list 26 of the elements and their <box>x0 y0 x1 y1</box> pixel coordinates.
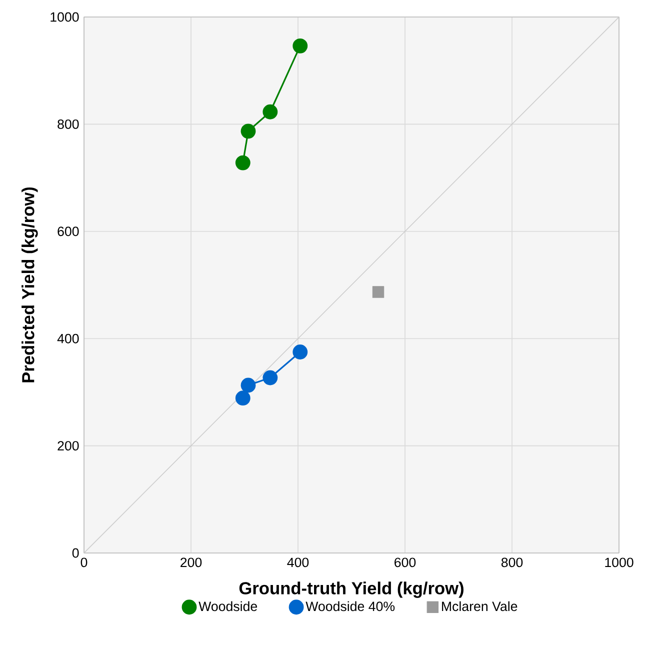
y-tick-label: 400 <box>57 334 79 344</box>
point <box>292 38 308 54</box>
point <box>240 378 256 393</box>
x-tick-label: 0 <box>80 558 88 568</box>
x-tick-label: 600 <box>394 558 416 568</box>
x-tick-label: 800 <box>501 558 523 568</box>
point <box>262 104 278 120</box>
legend-label: Woodside <box>198 601 258 612</box>
y-tick-label: 800 <box>58 119 79 129</box>
y-tick-label: 200 <box>58 441 79 451</box>
point <box>372 286 384 298</box>
x-tick-label: 400 <box>287 558 309 568</box>
point <box>262 370 278 386</box>
legend-label: Woodside 40% <box>306 601 395 612</box>
point <box>292 344 308 360</box>
y-axis-title: Predicted Yield (kg/row) <box>22 187 38 382</box>
legend-label: Mclaren Vale <box>442 601 518 612</box>
y-tick-label: 600 <box>58 226 79 236</box>
y-tick-label: 1000 <box>50 12 79 22</box>
x-tick-label: 1000 <box>605 558 634 568</box>
point <box>235 155 250 170</box>
point <box>235 390 250 406</box>
y-tick-label: 0 <box>72 548 79 558</box>
point <box>240 124 256 139</box>
x-tick-label: 200 <box>180 558 202 568</box>
x-axis-title: Ground-truth Yield (kg/row) <box>239 582 464 598</box>
